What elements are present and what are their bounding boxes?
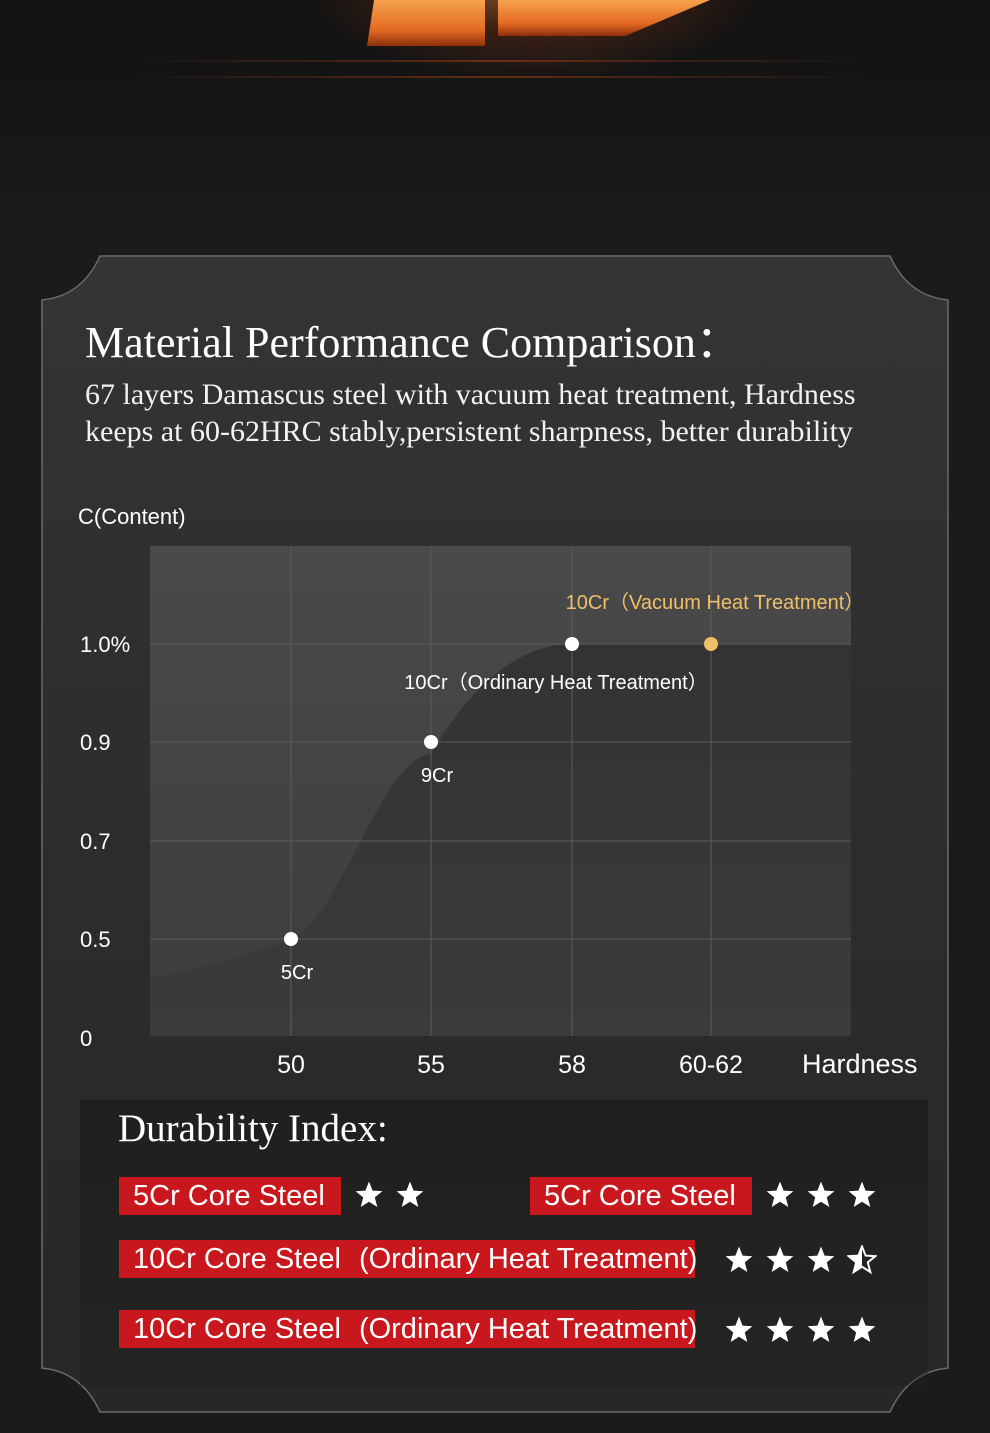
data-point-label: 5Cr xyxy=(281,962,314,984)
durability-tag-5cr: 5Cr Core Steel xyxy=(119,1177,341,1215)
forge-fire-image xyxy=(0,0,990,250)
tag-label: 5Cr Core Steel xyxy=(133,1180,325,1212)
x-tick-label: 50 xyxy=(277,1051,305,1079)
y-tick-label: 0.5 xyxy=(80,927,111,952)
x-tick-labels: 50 55 58 60-62 xyxy=(277,1051,743,1079)
star-rating xyxy=(724,1315,877,1351)
durability-tag-10cr-second: 10Cr Core Steel (Ordinary Heat Treatment) xyxy=(119,1310,698,1348)
page-subtitle: 67 layers Damascus steel with vacuum hea… xyxy=(85,378,856,448)
y-tick-label: 0.9 xyxy=(80,730,111,755)
star-icon xyxy=(725,1316,753,1342)
data-point xyxy=(704,637,718,651)
data-points: 5Cr 9Cr 10Cr（Ordinary Heat Treatment） 10Cr（… xyxy=(281,591,864,984)
data-point xyxy=(565,637,579,651)
star-icon xyxy=(355,1181,383,1207)
star-icon xyxy=(766,1316,794,1342)
star-rating xyxy=(765,1180,877,1216)
star-icon xyxy=(396,1181,424,1207)
y-tick-label: 1.0% xyxy=(80,632,130,657)
y-axis-title: C(Content) xyxy=(78,504,186,529)
y-tick-labels: 0 0.5 0.7 0.9 1.0% xyxy=(80,632,130,1051)
data-point-label: 9Cr xyxy=(421,765,454,787)
star-icon xyxy=(807,1246,835,1272)
tag-label: 5Cr Core Steel xyxy=(544,1180,736,1212)
durability-tag-5cr-second: 5Cr Core Steel xyxy=(530,1177,752,1215)
x-tick-label: 58 xyxy=(558,1051,586,1079)
star-icon xyxy=(725,1246,753,1272)
tag-label: 10Cr Core Steel xyxy=(133,1313,341,1345)
star-icon xyxy=(766,1246,794,1272)
star-icon xyxy=(807,1316,835,1342)
star-icon xyxy=(807,1181,835,1207)
tag-note: (Ordinary Heat Treatment) xyxy=(358,1313,698,1345)
ember-line xyxy=(130,60,870,62)
x-axis-title: Hardness xyxy=(802,1049,918,1079)
y-tick-label: 0.7 xyxy=(80,829,111,854)
star-icon xyxy=(848,1181,876,1207)
hardness-content-chart: C(Content) Hardness 00.50.70.91.0% 50 55 5… xyxy=(78,504,918,1079)
data-point-label: 10Cr（Vacuum Heat Treatment） xyxy=(566,591,865,614)
star-icon xyxy=(848,1316,876,1342)
durability-title: Durability Index: xyxy=(118,1107,388,1150)
y-tick-label: 0 xyxy=(80,1026,92,1051)
durability-tag-10cr-ordinary: 10Cr Core Steel (Ordinary Heat Treatment) xyxy=(119,1240,698,1278)
half-star-icon xyxy=(847,1245,877,1275)
data-point-label: 10Cr（Ordinary Heat Treatment） xyxy=(404,671,707,694)
x-tick-label: 55 xyxy=(417,1051,445,1079)
star-rating xyxy=(354,1180,425,1216)
data-point xyxy=(284,932,298,946)
tag-note: (Ordinary Heat Treatment) xyxy=(358,1243,698,1275)
page-title: Material Performance Comparison： xyxy=(85,318,740,367)
star-icon xyxy=(766,1181,794,1207)
x-tick-label: 60-62 xyxy=(679,1051,743,1079)
ember-line xyxy=(130,76,870,78)
data-point xyxy=(424,735,438,749)
star-rating xyxy=(724,1245,877,1281)
flame-left xyxy=(367,0,485,46)
tag-label: 10Cr Core Steel xyxy=(133,1243,341,1275)
grid-lines xyxy=(150,546,851,1036)
